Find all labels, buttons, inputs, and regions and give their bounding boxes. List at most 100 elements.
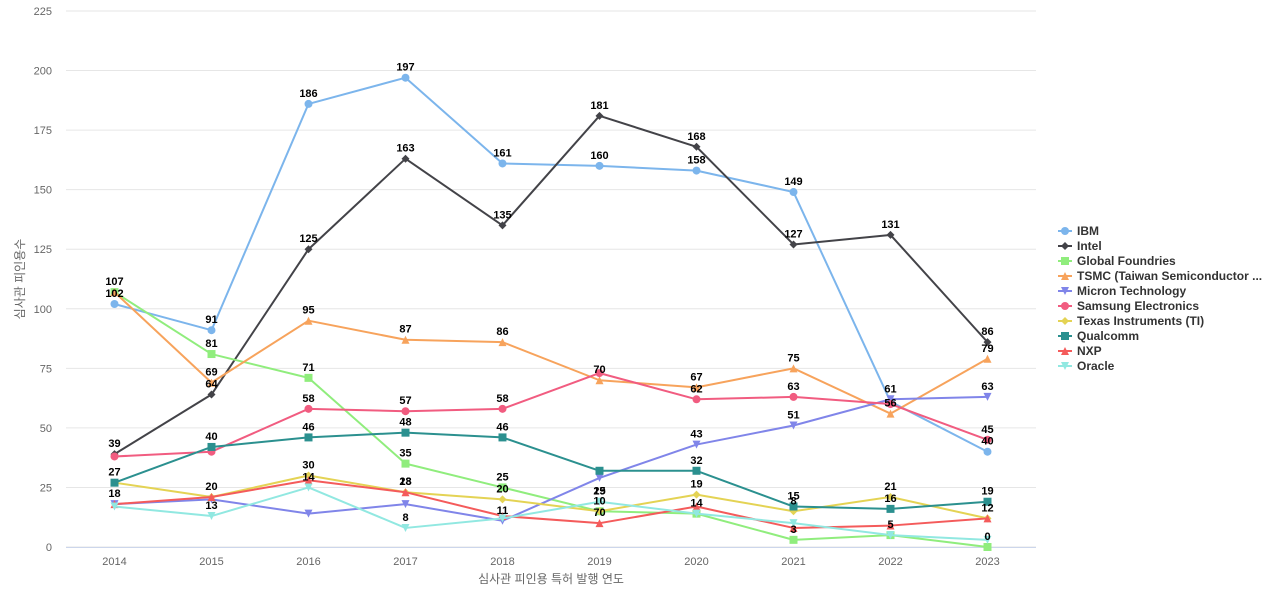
data-point[interactable] (983, 435, 992, 444)
data-point[interactable] (401, 523, 410, 532)
series-line[interactable] (113, 395, 989, 522)
data-point[interactable] (595, 369, 604, 378)
legend-item-global-foundries[interactable]: Global Foundries (1058, 254, 1176, 268)
data-point[interactable] (692, 440, 701, 449)
series-line[interactable] (113, 479, 989, 529)
legend-item-micron-technology[interactable]: Micron Technology (1058, 284, 1186, 298)
data-point[interactable] (692, 383, 701, 392)
series-oracle[interactable] (110, 483, 992, 544)
data-point[interactable] (886, 504, 895, 513)
legend-item-tsmc-taiwan-semiconductor[interactable]: TSMC (Taiwan Semiconductor ... (1058, 269, 1262, 283)
data-point[interactable] (692, 166, 701, 175)
data-point[interactable] (498, 483, 507, 492)
data-point[interactable] (401, 73, 410, 82)
data-point[interactable] (401, 488, 410, 497)
data-point[interactable] (692, 395, 701, 404)
data-point[interactable] (207, 350, 216, 359)
data-point[interactable] (983, 447, 992, 456)
data-point[interactable] (983, 354, 992, 363)
data-point[interactable] (886, 492, 895, 501)
data-point[interactable] (692, 142, 701, 151)
data-point[interactable] (595, 376, 604, 385)
data-point[interactable] (110, 300, 119, 309)
data-point[interactable] (886, 409, 895, 418)
series-line[interactable] (113, 431, 989, 510)
series-line[interactable] (113, 114, 989, 456)
data-point[interactable] (304, 476, 313, 485)
data-point[interactable] (498, 404, 507, 413)
series-global-foundries[interactable] (110, 288, 992, 551)
data-point[interactable] (401, 154, 410, 163)
data-point[interactable] (595, 519, 604, 528)
legend-item-nxp[interactable]: NXP (1058, 344, 1102, 358)
data-point[interactable] (595, 473, 604, 482)
data-point[interactable] (595, 507, 604, 516)
data-point[interactable] (789, 523, 798, 532)
data-point[interactable] (789, 188, 798, 197)
data-point[interactable] (789, 364, 798, 373)
data-point[interactable] (498, 221, 507, 230)
data-point[interactable] (304, 404, 313, 413)
data-point[interactable] (401, 500, 410, 509)
data-point[interactable] (983, 338, 992, 347)
series-ibm[interactable] (110, 73, 992, 456)
series-line[interactable] (113, 474, 989, 520)
data-point[interactable] (886, 230, 895, 239)
data-point[interactable] (498, 514, 507, 523)
data-point[interactable] (110, 452, 119, 461)
data-point[interactable] (886, 521, 895, 530)
data-point[interactable] (595, 497, 604, 506)
data-point[interactable] (498, 495, 507, 504)
data-point[interactable] (498, 159, 507, 168)
series-texas-instruments-ti[interactable] (110, 471, 992, 523)
data-point[interactable] (692, 509, 701, 518)
legend-item-intel[interactable]: Intel (1058, 239, 1102, 253)
series-intel[interactable] (110, 111, 992, 459)
legend-item-samsung-electronics[interactable]: Samsung Electronics (1058, 299, 1199, 313)
data-point[interactable] (110, 502, 119, 511)
legend-item-ibm[interactable]: IBM (1058, 224, 1099, 238)
data-point[interactable] (207, 326, 216, 335)
data-point[interactable] (983, 497, 992, 506)
legend-item-qualcomm[interactable]: Qualcomm (1058, 329, 1139, 343)
data-point[interactable] (304, 99, 313, 108)
data-point[interactable] (983, 543, 992, 551)
data-point[interactable] (983, 514, 992, 523)
data-point[interactable] (207, 492, 216, 501)
series-line[interactable] (113, 486, 989, 541)
data-point[interactable] (304, 483, 313, 492)
data-point[interactable] (110, 478, 119, 487)
data-point[interactable] (789, 421, 798, 430)
data-point[interactable] (110, 288, 119, 297)
data-point[interactable] (692, 502, 701, 511)
series-samsung-electronics[interactable] (110, 369, 992, 461)
data-point[interactable] (498, 338, 507, 347)
data-point[interactable] (304, 509, 313, 518)
legend-item-texas-instruments-ti[interactable]: Texas Instruments (TI) (1058, 314, 1204, 328)
series-qualcomm[interactable] (110, 428, 992, 513)
data-point[interactable] (595, 111, 604, 120)
data-point[interactable] (304, 373, 313, 382)
data-point[interactable] (401, 459, 410, 468)
data-point[interactable] (304, 471, 313, 480)
data-point[interactable] (207, 378, 216, 387)
data-point[interactable] (304, 245, 313, 254)
series-line[interactable] (113, 76, 989, 453)
data-point[interactable] (789, 392, 798, 401)
data-point[interactable] (983, 535, 992, 544)
data-point[interactable] (692, 490, 701, 499)
data-point[interactable] (207, 390, 216, 399)
data-point[interactable] (401, 407, 410, 416)
data-point[interactable] (789, 240, 798, 249)
data-point[interactable] (401, 335, 410, 344)
data-point[interactable] (789, 535, 798, 544)
data-point[interactable] (789, 502, 798, 511)
series-line[interactable] (113, 291, 989, 415)
data-point[interactable] (207, 442, 216, 451)
data-point[interactable] (692, 466, 701, 475)
data-point[interactable] (498, 433, 507, 442)
data-point[interactable] (595, 466, 604, 475)
data-point[interactable] (595, 161, 604, 170)
series-tsmc-taiwan-semiconductor[interactable] (110, 288, 992, 418)
